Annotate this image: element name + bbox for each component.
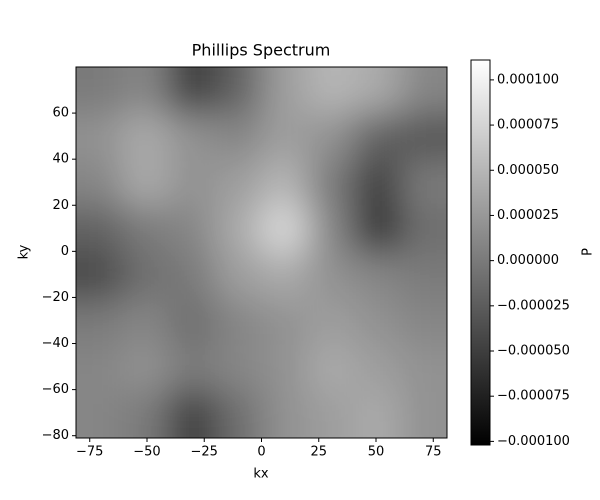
heat-cell: [168, 67, 216, 114]
heat-cell: [122, 113, 170, 161]
heat-cell: [76, 252, 123, 300]
heat-cell: [76, 391, 123, 438]
colorbar-label: P: [581, 248, 596, 256]
heat-cell: [261, 391, 309, 438]
x-tick-label: 0: [257, 445, 265, 460]
x-tick-label: −75: [76, 445, 103, 460]
heat-cell: [354, 159, 402, 207]
heat-cell: [76, 298, 123, 346]
y-tick-label: −20: [42, 290, 69, 305]
y-tick-label: −40: [42, 336, 69, 351]
heat-cell: [215, 345, 262, 393]
heat-cell: [215, 113, 262, 161]
heat-cell: [76, 345, 123, 393]
heat-cell: [400, 298, 447, 346]
heat-cell: [122, 345, 170, 393]
y-tick-label: −60: [42, 382, 69, 397]
heat-cell: [307, 252, 355, 300]
heat-cell: [168, 206, 216, 253]
y-tick-label: 0: [61, 244, 69, 259]
x-axis-label: kx: [253, 467, 269, 482]
colorbar-tick-label: −0.000025: [497, 298, 570, 313]
heat-cell: [354, 113, 402, 161]
colorbar-tick-label: 0.000050: [497, 163, 559, 178]
heat-cell: [122, 298, 170, 346]
x-tick-label: −25: [191, 445, 218, 460]
heat-cell: [400, 391, 447, 438]
heat-cell: [400, 113, 447, 161]
heat-cell: [400, 252, 447, 300]
heat-cell: [261, 345, 309, 393]
colorbar-tick-label: −0.000050: [497, 344, 570, 359]
heat-cell: [122, 206, 170, 253]
heat-cell: [76, 113, 123, 161]
heat-cell: [215, 252, 262, 300]
heat-cell: [307, 298, 355, 346]
heat-cell: [400, 206, 447, 253]
heat-cell: [261, 298, 309, 346]
heat-cell: [354, 67, 402, 114]
heat-cell: [76, 67, 123, 114]
heat-cell: [354, 206, 402, 253]
heat-cell: [400, 159, 447, 207]
heat-cell: [168, 298, 216, 346]
heat-cell: [76, 159, 123, 207]
heat-cell: [122, 67, 170, 114]
heat-cell: [122, 391, 170, 438]
heat-cell: [307, 159, 355, 207]
heat-cell: [215, 391, 262, 438]
y-tick-label: 60: [52, 106, 69, 121]
heat-cell: [354, 298, 402, 346]
colorbar-tick-label: 0.000100: [497, 72, 559, 87]
x-tick-label: −50: [133, 445, 160, 460]
x-tick-label: 25: [310, 445, 327, 460]
heat-cell: [122, 252, 170, 300]
heat-cell: [215, 298, 262, 346]
heat-cell: [354, 252, 402, 300]
x-tick-label: 50: [368, 445, 385, 460]
heat-cell: [122, 159, 170, 207]
colorbar-tick-label: 0.000075: [497, 118, 559, 133]
heat-cell: [76, 206, 123, 253]
heat-cell: [307, 113, 355, 161]
colorbar-tick-label: 0.000025: [497, 208, 559, 223]
colorbar: [470, 59, 491, 446]
heat-cell: [261, 113, 309, 161]
y-tick-label: 20: [52, 198, 69, 213]
heat-cell: [215, 67, 262, 114]
heat-cell: [354, 345, 402, 393]
heat-cell: [307, 391, 355, 438]
colorbar-tick-label: −0.000075: [497, 389, 570, 404]
heat-cell: [261, 252, 309, 300]
heat-cell: [261, 159, 309, 207]
heat-cell: [354, 391, 402, 438]
heat-cell: [261, 67, 309, 114]
heat-cell: [307, 345, 355, 393]
heat-cell: [215, 206, 262, 253]
heat-cell: [307, 67, 355, 114]
heat-cell: [400, 67, 447, 114]
heat-cell: [307, 206, 355, 253]
heat-cell: [168, 113, 216, 161]
x-tick-label: 75: [425, 445, 442, 460]
heat-cell: [168, 391, 216, 438]
y-tick-label: 40: [52, 152, 69, 167]
heatmap: [76, 67, 447, 438]
heat-cell: [215, 159, 262, 207]
y-tick-label: −80: [42, 428, 69, 443]
colorbar-tick-label: 0.000000: [497, 253, 559, 268]
chart-title: Phillips Spectrum: [192, 41, 331, 60]
heatmap-cells: [76, 67, 447, 438]
heat-cell: [168, 252, 216, 300]
heat-cell: [168, 345, 216, 393]
heat-cell: [261, 206, 309, 253]
heat-cell: [400, 345, 447, 393]
y-axis-label: ky: [17, 244, 32, 259]
heat-cell: [168, 159, 216, 207]
colorbar-tick-label: −0.000100: [497, 434, 570, 449]
